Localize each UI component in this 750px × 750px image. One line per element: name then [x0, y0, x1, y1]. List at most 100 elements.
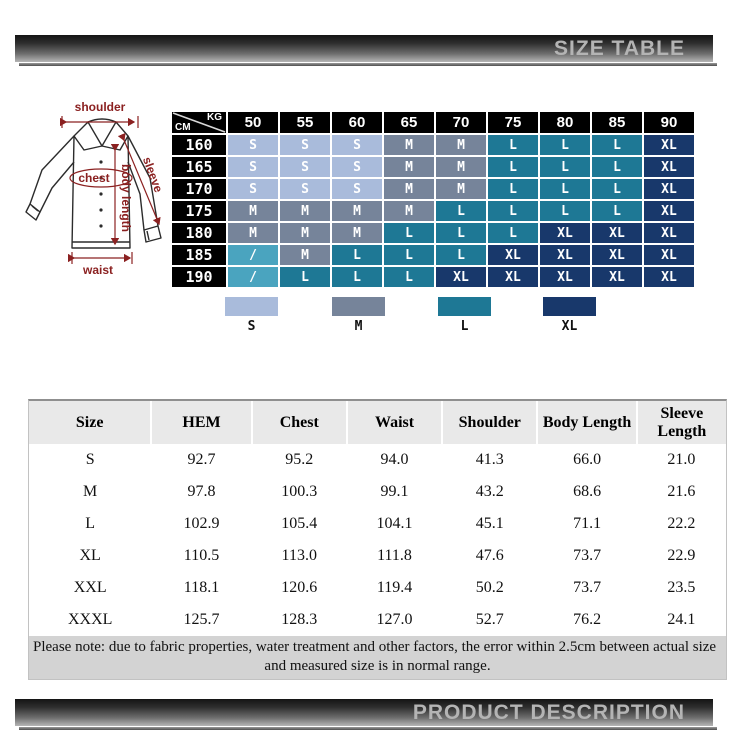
measurements-size-cell: S	[85, 451, 95, 468]
matrix-height-label: 170	[172, 179, 226, 199]
matrix-cell: XL	[592, 245, 642, 265]
banner-divider-top	[19, 63, 717, 66]
matrix-unit-cm: CM	[175, 122, 191, 133]
matrix-cell: L	[436, 201, 486, 221]
measurements-header-row: Size HEM Chest Waist Shoulder Body Length Slee…	[29, 401, 726, 444]
matrix-cell: S	[332, 179, 382, 199]
measurements-row: XXL 118.1 120.6 119.4 50.2 73.7 23.5	[29, 572, 726, 604]
matrix-cell: M	[280, 223, 330, 243]
matrix-cell: XL	[644, 157, 694, 177]
measurements-value-cell: 100.3	[281, 483, 318, 500]
matrix-cell: S	[280, 157, 330, 177]
matrix-cell: M	[332, 201, 382, 221]
measurements-value-cell: 104.1	[376, 515, 413, 532]
matrix-cell: M	[384, 157, 434, 177]
measurements-column-header: HEM	[150, 401, 253, 444]
measurements-table-container: Size HEM Chest Waist Shoulder Body Length Slee…	[28, 399, 727, 680]
matrix-cell: L	[436, 223, 486, 243]
matrix-cell: L	[488, 157, 538, 177]
matrix-weight-header: 65	[384, 112, 434, 133]
matrix-cell: L	[592, 157, 642, 177]
matrix-cell: L	[488, 201, 538, 221]
matrix-cell: XL	[644, 135, 694, 155]
matrix-weight-header: 75	[488, 112, 538, 133]
measurements-row: XXXL 125.7 128.3 127.0 52.7 76.2 24.1	[29, 604, 726, 636]
legend-swatch	[543, 297, 596, 316]
matrix-cell: /	[228, 245, 278, 265]
matrix-cell: L	[592, 179, 642, 199]
measurements-size-cell: XL	[79, 547, 101, 564]
matrix-cell: L	[488, 135, 538, 155]
matrix-cell: XL	[540, 245, 590, 265]
matrix-cell: XL	[644, 223, 694, 243]
measurements-size-cell: XXL	[73, 579, 107, 596]
matrix-cell: XL	[644, 245, 694, 265]
matrix-weight-header: 85	[592, 112, 642, 133]
measurements-size-cell: XXXL	[67, 611, 113, 628]
diagonal-divider	[172, 112, 226, 133]
measurements-value-cell: 92.7	[187, 451, 216, 468]
weight-height-matrix: KG CM 50 55 60 65 70 75 80 85 90 160 S S S M M L L L XL 165 S S…	[170, 110, 696, 289]
matrix-cell: L	[592, 135, 642, 155]
matrix-cell: M	[384, 135, 434, 155]
matrix-row: 160 S S S M M L L L XL	[172, 135, 694, 155]
legend-item: M	[332, 297, 385, 334]
matrix-unit-cell: KG CM	[172, 112, 226, 133]
measurements-value-cell: 22.9	[667, 547, 696, 564]
matrix-cell: L	[384, 245, 434, 265]
product-description-banner: PRODUCT DESCRIPTION	[15, 699, 713, 726]
size-color-legend: S M L XL	[0, 297, 750, 339]
measurements-column-header: Waist	[345, 401, 444, 444]
matrix-cell: S	[280, 135, 330, 155]
matrix-row: 190/L L L XL XL XL XL XL	[172, 267, 694, 287]
matrix-cell: M	[384, 179, 434, 199]
size-table-banner: SIZE TABLE	[15, 35, 713, 62]
matrix-cell: M	[436, 179, 486, 199]
measurements-value-cell: 73.7	[573, 547, 602, 564]
matrix-cell: XL	[592, 223, 642, 243]
measurements-value-cell: 119.4	[376, 579, 413, 596]
diagram-label-waist: waist	[82, 263, 113, 277]
matrix-height-label: 190	[172, 267, 226, 287]
size-note-line1: Please note: due to fabric properties, w…	[33, 639, 717, 655]
measurements-value-cell: 111.8	[377, 547, 412, 564]
matrix-cell: L	[540, 157, 590, 177]
matrix-cell: M	[384, 201, 434, 221]
measurements-size-cell: M	[83, 483, 98, 500]
matrix-cell: XL	[540, 223, 590, 243]
legend-label: XL	[561, 319, 578, 334]
measurements-value-cell: 128.3	[281, 611, 318, 628]
size-note: Please note: due to fabric properties, w…	[29, 636, 726, 679]
measurements-header: Size HEM Chest Waist Shoulder Body Length Slee…	[29, 401, 726, 444]
matrix-cell: M	[280, 201, 330, 221]
measurements-value-cell: 73.7	[573, 579, 602, 596]
banner-divider-bottom	[19, 727, 717, 730]
measurements-body: S 92.7 95.2 94.0 41.3 66.0 21.0 M 97.8 100.3 99.1 4…	[29, 444, 726, 636]
matrix-cell: M	[436, 157, 486, 177]
measurements-value-cell: 113.0	[281, 547, 317, 564]
matrix-cell: L	[540, 201, 590, 221]
legend-label: L	[460, 319, 469, 334]
matrix-row: 175 M M M M L L L L XL	[172, 201, 694, 221]
matrix-weight-header: 90	[644, 112, 694, 133]
measurements-column-header: Sleeve Length	[635, 401, 726, 444]
legend-item: XL	[543, 297, 596, 334]
measurements-value-cell: 120.6	[281, 579, 318, 596]
measurements-row: XL 110.5 113.0 111.8 47.6 73.7 22.9	[29, 540, 726, 572]
matrix-cell: L	[384, 267, 434, 287]
measurements-value-cell: 118.1	[183, 579, 220, 596]
matrix-cell: S	[332, 135, 382, 155]
matrix-weight-header: 55	[280, 112, 330, 133]
matrix-weight-header: 60	[332, 112, 382, 133]
legend-label: S	[247, 319, 256, 334]
measurements-value-cell: 22.2	[667, 515, 696, 532]
measurements-column-header: Size	[29, 401, 153, 444]
legend-swatch	[438, 297, 491, 316]
matrix-cell: M	[228, 223, 278, 243]
measurements-value-cell: 41.3	[475, 451, 504, 468]
matrix-cell: M	[332, 223, 382, 243]
matrix-cell: S	[228, 179, 278, 199]
measurements-value-cell: 24.1	[667, 611, 696, 628]
diagram-label-shoulder: shoulder	[75, 100, 126, 114]
matrix-weight-header: 50	[228, 112, 278, 133]
